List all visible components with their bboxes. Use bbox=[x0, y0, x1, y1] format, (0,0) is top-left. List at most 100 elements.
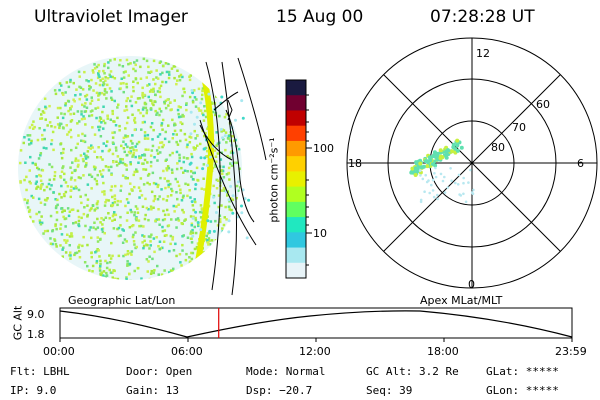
aurora-pixel bbox=[423, 190, 426, 193]
earth-pixel bbox=[121, 161, 125, 165]
earth-pixel bbox=[149, 240, 152, 243]
earth-pixel bbox=[114, 146, 118, 149]
earth-pixel bbox=[56, 123, 60, 126]
earth-pixel bbox=[80, 117, 84, 121]
earth-pixel bbox=[60, 152, 63, 155]
earth-pixel bbox=[91, 109, 94, 112]
earth-pixel bbox=[163, 269, 166, 272]
timeline-plot bbox=[59, 307, 573, 342]
earth-pixel bbox=[107, 66, 110, 70]
earth-pixel bbox=[98, 255, 101, 258]
earth-pixel bbox=[71, 161, 74, 164]
earth-pixel bbox=[139, 224, 143, 228]
earth-pixel bbox=[159, 73, 162, 76]
dayglow-pixel bbox=[247, 198, 251, 202]
earth-pixel bbox=[173, 99, 176, 102]
earth-pixel bbox=[19, 180, 22, 183]
earth-pixel bbox=[134, 63, 137, 67]
earth-pixel bbox=[112, 269, 115, 272]
earth-pixel bbox=[86, 204, 89, 207]
earth-pixel bbox=[173, 124, 176, 127]
dayglow-pixel bbox=[227, 230, 231, 234]
earth-pixel bbox=[45, 185, 49, 189]
earth-pixel bbox=[87, 80, 90, 83]
dayglow-pixel bbox=[241, 188, 245, 192]
earth-pixel bbox=[172, 133, 175, 136]
earth-pixel bbox=[179, 191, 182, 195]
earth-pixel bbox=[102, 69, 105, 73]
aurora-pixel bbox=[436, 193, 439, 197]
earth-pixel bbox=[176, 79, 179, 82]
earth-pixel bbox=[112, 213, 115, 216]
earth-pixel bbox=[77, 215, 81, 219]
earth-pixel bbox=[105, 144, 108, 148]
earth-pixel bbox=[222, 223, 226, 227]
earth-pixel bbox=[64, 190, 68, 194]
earth-pixel bbox=[43, 137, 46, 141]
earth-pixel bbox=[185, 252, 188, 256]
earth-pixel bbox=[70, 105, 73, 108]
earth-pixel bbox=[193, 198, 196, 201]
earth-pixel bbox=[164, 62, 168, 65]
earth-pixel bbox=[39, 187, 42, 190]
dayglow-pixel bbox=[207, 92, 211, 96]
earth-pixel bbox=[100, 173, 103, 176]
earth-pixel bbox=[104, 165, 108, 168]
earth-pixel bbox=[50, 184, 53, 187]
earth-pixel bbox=[70, 232, 73, 236]
earth-pixel bbox=[170, 108, 173, 111]
earth-pixel bbox=[147, 148, 150, 151]
earth-pixel bbox=[116, 155, 120, 158]
mlt-label-6: 6 bbox=[577, 157, 584, 170]
earth-pixel bbox=[70, 119, 74, 122]
earth-pixel bbox=[134, 231, 137, 234]
earth-pixel bbox=[111, 203, 115, 207]
earth-pixel bbox=[93, 150, 96, 153]
earth-pixel bbox=[33, 125, 36, 129]
colorbar-tick-10: 10 bbox=[313, 227, 327, 240]
earth-pixel bbox=[179, 121, 182, 124]
earth-pixel bbox=[161, 128, 164, 131]
earth-pixel bbox=[238, 167, 241, 170]
earth-pixel bbox=[108, 268, 111, 272]
earth-pixel bbox=[150, 208, 153, 211]
earth-pixel bbox=[97, 249, 100, 252]
earth-pixel bbox=[235, 197, 239, 200]
colorbar-stripe bbox=[286, 156, 306, 172]
earth-pixel bbox=[62, 93, 65, 96]
earth-pixel bbox=[69, 189, 73, 192]
earth-pixel bbox=[110, 241, 113, 245]
earth-pixel bbox=[69, 178, 73, 181]
earth-pixel bbox=[161, 225, 164, 229]
earth-pixel bbox=[207, 237, 211, 240]
earth-pixel bbox=[122, 140, 125, 143]
earth-pixel bbox=[81, 132, 84, 136]
aurora-pixel bbox=[462, 192, 465, 196]
earth-pixel bbox=[182, 115, 185, 118]
earth-pixel bbox=[66, 133, 69, 136]
earth-pixel bbox=[142, 168, 145, 171]
earth-pixel bbox=[179, 139, 182, 143]
earth-pixel bbox=[134, 145, 137, 148]
earth-pixel bbox=[106, 261, 109, 265]
earth-pixel bbox=[64, 217, 68, 220]
earth-pixel bbox=[62, 165, 65, 168]
earth-pixel bbox=[177, 219, 181, 222]
earth-pixel bbox=[103, 121, 107, 125]
earth-pixel bbox=[60, 84, 63, 87]
earth-pixel bbox=[156, 185, 159, 189]
earth-pixel bbox=[126, 262, 129, 266]
earth-pixel bbox=[118, 63, 121, 67]
earth-pixel bbox=[24, 161, 27, 164]
aurora-pixel bbox=[430, 162, 435, 166]
earth-pixel bbox=[227, 137, 230, 140]
earth-pixel bbox=[82, 174, 85, 177]
earth-pixel bbox=[124, 70, 127, 73]
earth-pixel bbox=[126, 153, 129, 157]
earth-pixel bbox=[103, 72, 106, 75]
earth-pixel bbox=[143, 217, 147, 221]
earth-pixel bbox=[93, 208, 96, 212]
earth-pixel bbox=[101, 149, 104, 153]
earth-pixel bbox=[134, 69, 137, 73]
earth-image bbox=[18, 56, 251, 280]
